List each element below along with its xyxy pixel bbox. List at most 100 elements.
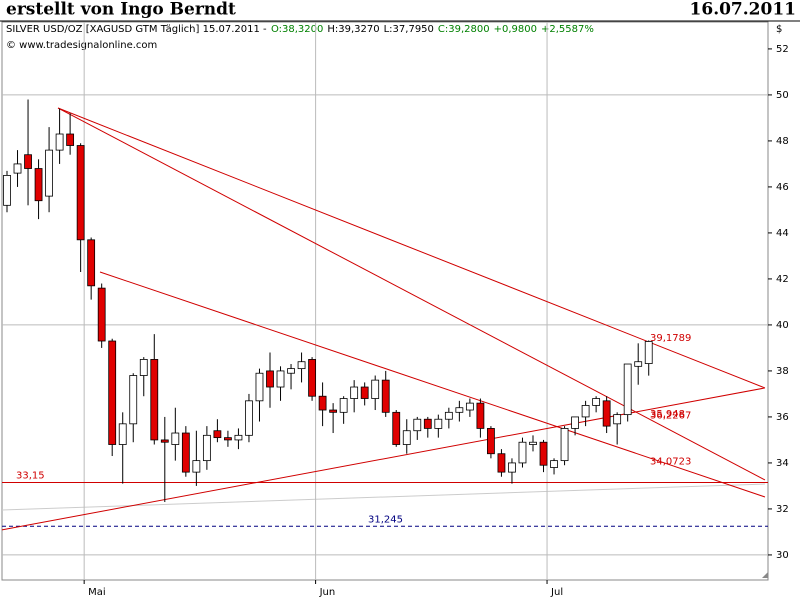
candle-body [560, 428, 569, 462]
candle-body [118, 423, 127, 445]
candle-body [192, 460, 201, 473]
candle-body [381, 379, 390, 413]
line-value-label: 36,2267 [650, 411, 691, 422]
info-part: L:37,7950 [384, 24, 434, 35]
candle-body [287, 368, 295, 374]
candle-body [76, 145, 85, 241]
candle-body [255, 372, 264, 402]
info-part: O:38,3200 [271, 24, 323, 35]
y-tick-label: 30 [776, 550, 789, 561]
candle-body [476, 402, 485, 429]
candle-body [171, 432, 180, 445]
y-tick-label: 52 [776, 44, 789, 55]
candle-body [423, 418, 432, 429]
candle-body [297, 361, 306, 370]
candle-body [581, 405, 590, 418]
level-label: 31,245 [368, 514, 403, 525]
candle-body [392, 411, 401, 445]
candle-body [308, 359, 316, 397]
y-tick-label: 50 [776, 90, 789, 101]
candle-body [623, 363, 632, 416]
candle-body [276, 370, 285, 388]
candle-body [444, 411, 453, 420]
candle-body [571, 416, 579, 429]
y-tick-label: 34 [776, 458, 789, 469]
candle-body [497, 453, 506, 473]
info-part: +0,9800 [494, 24, 537, 35]
line-value-label: 35,948 [650, 409, 685, 420]
candle-body [592, 398, 601, 406]
info-part: SILVER USD/OZ [XAGUSD GTM Täglich] 15.07… [6, 24, 267, 35]
trendline [1, 387, 766, 531]
candle-body [55, 133, 64, 151]
candle-body [234, 434, 243, 441]
candle-body [66, 133, 75, 146]
corner-marker [762, 572, 768, 578]
y-tick-label: 40 [776, 320, 789, 331]
candle-body [465, 402, 474, 411]
info-part: H:39,3270 [327, 24, 379, 35]
candle-body [434, 418, 443, 429]
candle-body [139, 359, 148, 376]
helper-line [1, 483, 766, 511]
candle-body [224, 437, 232, 441]
candle-body [402, 430, 411, 445]
candle-body [34, 168, 43, 202]
y-tick-label: 36 [776, 412, 789, 423]
candle-body [487, 428, 495, 455]
candle-body [508, 462, 516, 473]
candle-body [266, 370, 274, 388]
candle-body [413, 418, 422, 432]
y-tick-label: 38 [776, 366, 789, 377]
x-tick-label: Mai [88, 587, 106, 598]
info-part: C:39,2800 [438, 24, 490, 35]
trendline [57, 107, 766, 481]
candle-body [97, 287, 106, 342]
y-axis-label: $ [776, 24, 782, 35]
candle-body [550, 460, 558, 468]
copyright: © www.tradesignalonline.com [6, 40, 157, 51]
y-tick-label: 48 [776, 136, 789, 147]
candle-body [529, 441, 537, 445]
level-label: 33,15 [16, 470, 45, 481]
candle-body [518, 441, 527, 464]
candle-body [371, 379, 380, 399]
candle-body [3, 175, 11, 206]
candle-body [318, 395, 327, 411]
y-tick-label: 44 [776, 228, 789, 239]
candle-body [213, 430, 222, 439]
candle-body [202, 434, 211, 462]
line-value-label: 34,0723 [650, 456, 691, 467]
candle-body [634, 361, 643, 367]
line-value-label: 39,1789 [650, 333, 691, 344]
candle-body [150, 359, 159, 441]
candle-body [45, 149, 53, 197]
candle-body [87, 239, 96, 287]
x-tick-label: Jul [550, 587, 563, 598]
trendline [99, 271, 766, 498]
y-tick-label: 46 [776, 182, 789, 193]
y-tick-label: 32 [776, 504, 789, 515]
candle-body [24, 154, 32, 169]
candle-body [360, 386, 369, 399]
candle-body [329, 409, 338, 413]
candle-body [644, 341, 653, 364]
candle-body [181, 432, 190, 473]
candle-body [339, 398, 348, 413]
instrument-info: SILVER USD/OZ [XAGUSD GTM Täglich] 15.07… [6, 24, 594, 35]
candle-body [539, 441, 548, 466]
candle-body [160, 439, 169, 443]
y-tick-label: 42 [776, 274, 789, 285]
candle-body [108, 340, 117, 445]
plot-frame [1, 21, 769, 581]
candle-body [13, 163, 22, 174]
candle-body [129, 375, 138, 425]
candle-body [350, 386, 359, 399]
candle-body [602, 400, 611, 427]
chart-date: 16.07.2011 [690, 0, 796, 20]
candle-body [613, 414, 622, 425]
candle-body [455, 407, 464, 413]
